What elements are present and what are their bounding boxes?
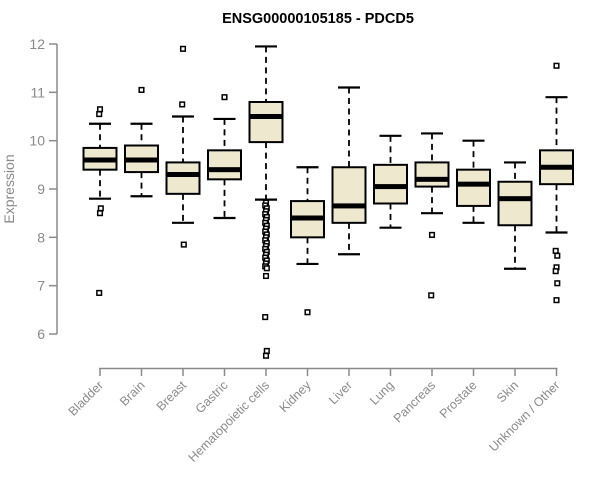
outlier-point	[552, 268, 559, 275]
outlier-point	[304, 309, 311, 316]
x-tick-label: Prostate	[437, 378, 480, 421]
boxplot-group-brain	[124, 86, 159, 198]
outlier-point	[180, 241, 187, 248]
median-line	[125, 157, 158, 163]
x-tick-label: Breast	[154, 378, 190, 414]
outlier-point	[97, 205, 104, 212]
outlier-point	[553, 62, 560, 69]
outlier-point	[221, 94, 228, 101]
x-tick-label: Bladder	[66, 378, 106, 418]
median-line	[457, 181, 490, 187]
y-tick-label: 11	[30, 84, 45, 100]
x-tick-label: Lung	[367, 378, 397, 408]
boxplot-group-bladder	[82, 106, 118, 296]
median-line	[83, 157, 117, 163]
outlier-point	[138, 86, 145, 93]
outlier-point	[554, 252, 561, 259]
median-line	[415, 176, 449, 182]
median-line	[208, 167, 241, 173]
chart-title: ENSG00000105185 - PDCD5	[222, 11, 414, 27]
boxplot-group-pancreas	[414, 132, 450, 299]
boxplot-group-kidney	[290, 166, 325, 316]
outlier-point	[428, 292, 435, 299]
outlier-point	[428, 231, 436, 238]
median-line	[249, 114, 283, 119]
outlier-point	[262, 314, 269, 321]
y-tick-label: 7	[37, 278, 45, 294]
plot-area: 6 7 8 9 10 11 12 Bladder Brain Breast GastricHemat…	[29, 36, 574, 465]
box-rect	[456, 168, 491, 207]
x-tick-label: Pancreas	[391, 378, 438, 425]
median-line	[332, 203, 366, 209]
x-tick-label: Hematopoietic cells	[186, 378, 273, 465]
x-tick-label: Liver	[326, 378, 355, 407]
outlier-point	[179, 45, 187, 52]
outlier-point	[179, 101, 186, 108]
x-tick-label: Kidney	[277, 378, 314, 415]
y-tick-label: 10	[29, 133, 45, 149]
x-tick-label: Skin	[494, 378, 521, 405]
y-tick-label: 6	[37, 326, 45, 342]
boxplot-group-lung	[373, 134, 408, 229]
y-tick-label: 9	[37, 181, 45, 197]
outlier-point	[263, 347, 270, 354]
median-line	[374, 184, 407, 190]
boxplot-group-liver	[331, 86, 367, 256]
outlier-point	[262, 272, 270, 280]
boxplot-group-unknown-other	[539, 62, 574, 304]
box-rect	[165, 161, 201, 195]
y-axis: 6 7 8 9 10 11 12	[29, 36, 58, 342]
y-tick-label: 8	[37, 229, 45, 245]
box-rect	[207, 149, 242, 181]
outlier-point	[554, 280, 561, 287]
y-axis-title: Expression	[1, 154, 17, 223]
box-rect	[331, 166, 367, 224]
boxplot-group-hematopoietic-cells	[248, 45, 284, 359]
boxplot-group-gastric	[207, 94, 242, 220]
box-rect	[414, 161, 450, 188]
boxplot-group-prostate	[456, 139, 491, 224]
outlier-point	[96, 106, 104, 113]
outlier-point	[553, 297, 560, 304]
boxplot-group-skin	[497, 161, 533, 270]
outlier-point	[96, 111, 103, 118]
outlier-point	[96, 289, 103, 296]
boxplot-group-breast	[165, 45, 201, 248]
outlier-point	[263, 265, 270, 272]
box-rect	[497, 180, 533, 227]
outlier-point	[552, 247, 559, 254]
outlier-point	[262, 352, 270, 359]
median-line	[291, 215, 324, 221]
x-tick-label: Brain	[117, 378, 148, 409]
x-tick-label: Gastric	[193, 378, 231, 416]
box-rect	[248, 101, 284, 144]
x-tick-label: Unknown / Other	[486, 378, 562, 454]
median-line	[540, 164, 573, 170]
median-line	[166, 172, 200, 177]
outlier-point	[96, 210, 104, 217]
median-line	[498, 196, 532, 202]
y-tick-label: 12	[29, 36, 45, 52]
